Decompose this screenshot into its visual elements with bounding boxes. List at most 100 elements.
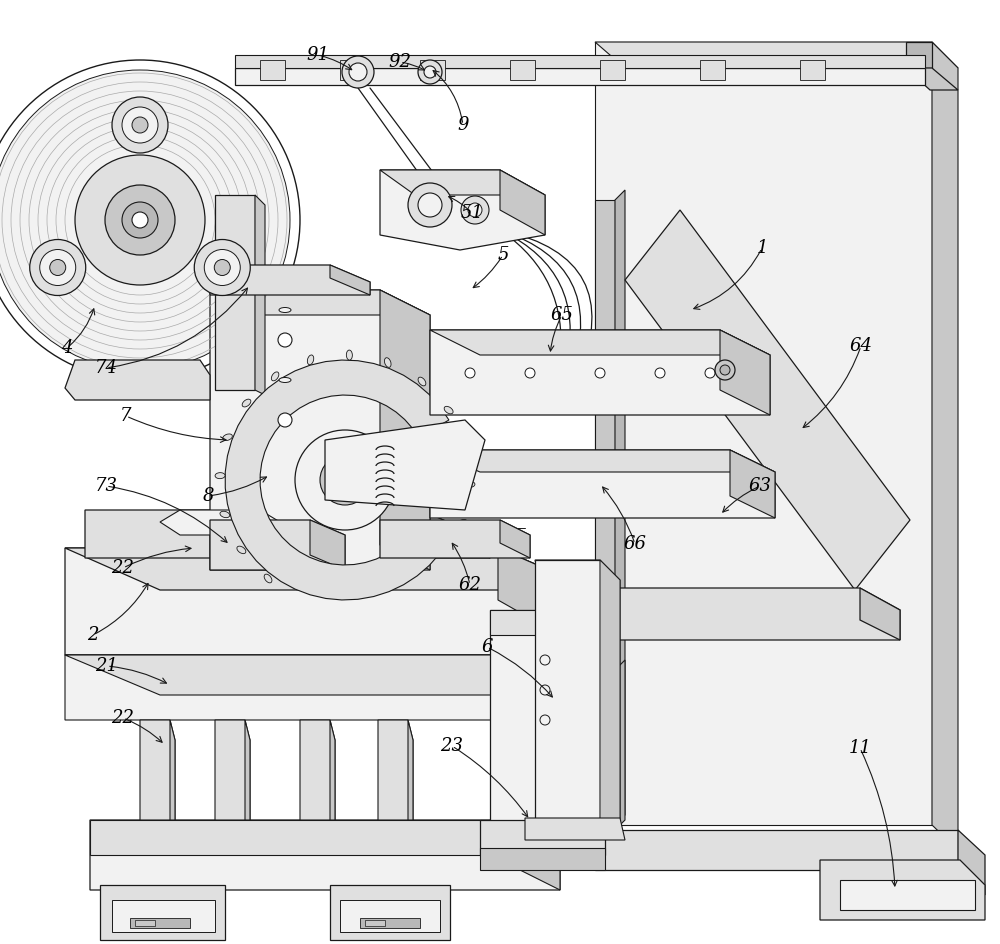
Polygon shape (595, 670, 615, 830)
Polygon shape (380, 520, 530, 558)
Polygon shape (360, 918, 420, 928)
Circle shape (595, 368, 605, 378)
Ellipse shape (237, 547, 246, 553)
Text: 11: 11 (848, 739, 872, 757)
Text: 4: 4 (61, 339, 73, 357)
Ellipse shape (220, 512, 230, 517)
Circle shape (278, 333, 292, 347)
Text: 73: 73 (94, 477, 118, 495)
Text: 9: 9 (457, 116, 469, 134)
Circle shape (418, 60, 442, 84)
Circle shape (0, 60, 300, 380)
Circle shape (0, 70, 290, 370)
Text: 5: 5 (497, 246, 509, 264)
Circle shape (525, 368, 535, 378)
Polygon shape (380, 170, 545, 195)
Polygon shape (130, 918, 190, 928)
Ellipse shape (279, 308, 291, 312)
Circle shape (295, 430, 395, 530)
Polygon shape (958, 830, 985, 895)
Polygon shape (90, 820, 490, 855)
Polygon shape (408, 720, 413, 820)
Circle shape (194, 240, 250, 295)
Polygon shape (378, 720, 413, 820)
Polygon shape (380, 290, 430, 570)
Polygon shape (310, 520, 345, 570)
Circle shape (75, 155, 205, 285)
Ellipse shape (279, 378, 291, 382)
Polygon shape (906, 42, 932, 68)
Polygon shape (260, 60, 285, 80)
Circle shape (418, 193, 442, 217)
Circle shape (715, 360, 735, 380)
Ellipse shape (346, 350, 352, 360)
Polygon shape (235, 55, 925, 68)
Polygon shape (595, 830, 958, 870)
Polygon shape (932, 42, 958, 850)
Polygon shape (210, 520, 345, 570)
Polygon shape (430, 450, 775, 472)
Polygon shape (498, 655, 595, 720)
Text: 2: 2 (87, 626, 99, 644)
Text: 21: 21 (96, 657, 119, 675)
Polygon shape (90, 820, 560, 890)
Ellipse shape (384, 358, 391, 367)
Circle shape (349, 63, 367, 81)
Circle shape (465, 368, 475, 378)
Polygon shape (210, 290, 430, 315)
Polygon shape (720, 330, 770, 415)
Ellipse shape (271, 372, 279, 380)
Polygon shape (340, 60, 365, 80)
Circle shape (40, 249, 76, 285)
Polygon shape (380, 170, 545, 250)
Ellipse shape (223, 434, 232, 441)
Ellipse shape (215, 473, 225, 479)
Polygon shape (600, 588, 900, 640)
Circle shape (540, 715, 550, 725)
Polygon shape (85, 510, 490, 558)
Text: 92: 92 (388, 53, 412, 71)
Polygon shape (500, 520, 530, 558)
Polygon shape (510, 60, 535, 80)
Polygon shape (906, 68, 958, 90)
Ellipse shape (242, 399, 251, 407)
Circle shape (132, 212, 148, 228)
Polygon shape (430, 330, 770, 355)
Polygon shape (625, 210, 910, 590)
Polygon shape (330, 720, 335, 820)
Polygon shape (480, 848, 605, 870)
Circle shape (540, 685, 550, 695)
Polygon shape (325, 420, 485, 510)
Polygon shape (245, 720, 250, 820)
Circle shape (30, 240, 86, 295)
Polygon shape (330, 265, 370, 295)
Polygon shape (140, 720, 175, 820)
Polygon shape (210, 265, 370, 295)
Polygon shape (600, 560, 620, 830)
Polygon shape (615, 190, 625, 825)
Ellipse shape (460, 443, 470, 448)
Text: 63: 63 (748, 477, 772, 495)
Polygon shape (595, 42, 958, 68)
Polygon shape (65, 548, 595, 590)
Polygon shape (430, 450, 775, 518)
Polygon shape (170, 720, 175, 820)
Text: 8: 8 (202, 487, 214, 505)
Polygon shape (225, 360, 449, 600)
Polygon shape (500, 170, 545, 235)
Polygon shape (535, 560, 620, 830)
Polygon shape (235, 68, 925, 85)
Polygon shape (498, 548, 595, 655)
Text: 64: 64 (850, 337, 872, 355)
Polygon shape (800, 60, 825, 80)
Text: 22: 22 (112, 559, 134, 577)
Circle shape (122, 202, 158, 238)
Text: 22: 22 (112, 709, 134, 727)
Polygon shape (255, 195, 265, 395)
Text: 66: 66 (624, 535, 646, 553)
Text: 7: 7 (120, 407, 132, 425)
Polygon shape (112, 900, 215, 932)
Polygon shape (490, 610, 595, 635)
Polygon shape (300, 720, 335, 820)
Circle shape (468, 203, 482, 217)
